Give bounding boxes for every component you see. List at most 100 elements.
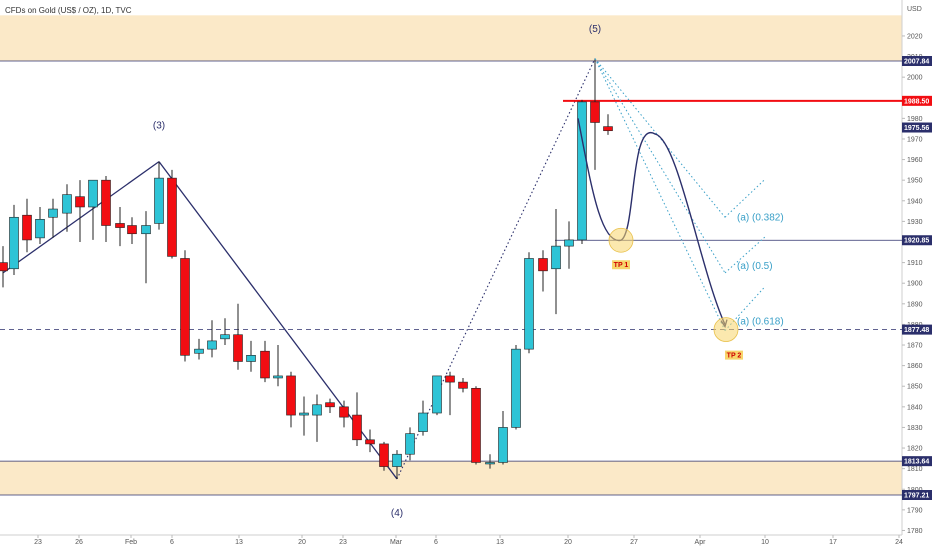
x-tick-label: 10 — [761, 539, 769, 546]
candle-body — [167, 177, 177, 257]
price-tag — [902, 95, 932, 106]
candle-body — [392, 453, 402, 467]
price-tag-label: 1813.64 — [904, 459, 929, 466]
candle-body — [418, 412, 428, 432]
y-tick-label: 1840 — [907, 404, 923, 411]
candle-body — [22, 214, 32, 241]
y-tick-label: 2000 — [907, 75, 923, 82]
candle-body — [538, 258, 548, 272]
price-tag-label: 1797.21 — [904, 493, 929, 500]
candle-body — [524, 258, 534, 350]
projection-curve — [577, 118, 726, 325]
candle-body — [379, 443, 389, 467]
candle-body — [141, 225, 151, 235]
wave-label: (5) — [589, 24, 601, 35]
target-marker — [608, 227, 634, 253]
candle-body — [564, 239, 574, 247]
candle-body — [471, 387, 481, 463]
y-tick-label: 1810 — [907, 466, 923, 473]
wave-label: (3) — [153, 121, 165, 132]
target-label: TP 1 — [614, 262, 629, 269]
chart-header: CFDs on Gold (US$ / OZ), 1D, TVC — [5, 6, 132, 15]
candle-body — [207, 340, 217, 350]
y-tick-label: 1950 — [907, 178, 923, 185]
candle-body — [194, 348, 204, 354]
candle-body — [9, 216, 19, 270]
price-tag-label: 1975.56 — [904, 125, 929, 132]
candle-body — [101, 179, 111, 226]
candle-body — [498, 427, 508, 463]
candle-body — [299, 412, 309, 416]
price-tags-layer: 2007.84 1988.50 1975.56 1920.85 1877.48 1813.… — [902, 56, 932, 500]
candle-body — [154, 177, 164, 224]
candle-body — [405, 433, 415, 455]
y-tick-label: 1860 — [907, 363, 923, 370]
y-tick-label: 1890 — [907, 301, 923, 308]
y-tick-label: 1820 — [907, 446, 923, 453]
price-tag — [902, 56, 932, 66]
x-tick-label: 13 — [496, 539, 504, 546]
currency-label: USD — [907, 6, 922, 13]
candle-body — [115, 223, 125, 228]
candle-body — [339, 406, 349, 418]
price-tag — [902, 490, 932, 500]
x-tick-label: 6 — [170, 539, 174, 546]
y-tick-label: 1960 — [907, 157, 923, 164]
y-tick-label: 1850 — [907, 384, 923, 391]
x-tick-label: 13 — [235, 539, 243, 546]
fib-fan-line — [594, 58, 726, 331]
wave-label: (4) — [391, 508, 403, 519]
candle-body — [62, 194, 72, 214]
candle-body — [88, 179, 98, 208]
candle-body — [127, 225, 137, 235]
candle-body — [603, 126, 613, 132]
zones-layer — [0, 15, 902, 495]
candle-body — [273, 375, 283, 379]
candles-layer — [0, 58, 613, 479]
candle-body — [577, 101, 587, 241]
x-tick-label: Feb — [125, 539, 137, 546]
x-tick-label: 20 — [298, 539, 306, 546]
candle-body — [445, 375, 455, 383]
price-tag — [902, 456, 932, 467]
price-tag-label: 1988.50 — [904, 98, 929, 105]
fib-label: (a) (0.5) — [737, 261, 773, 272]
fib-layer: (a) (0.382) (a) (0.5) (a) (0.618) TP 1 TP 2 — [577, 58, 784, 360]
wave-layer: (3) (4) (5) — [2, 24, 601, 519]
levels-layer — [0, 60, 902, 496]
y-tick-label: 1790 — [907, 507, 923, 514]
fib-label: (a) (0.618) — [737, 317, 784, 328]
x-tick-label: Mar — [390, 539, 403, 546]
x-tick-label: 23 — [34, 539, 42, 546]
candle-body — [233, 334, 243, 362]
candle-body — [180, 258, 190, 356]
candle-body — [260, 350, 270, 379]
price-tag — [902, 235, 932, 246]
fib-fan-ext — [724, 236, 766, 274]
candle-body — [312, 404, 322, 416]
x-tick-label: 20 — [564, 539, 572, 546]
candle-body — [325, 402, 335, 408]
y-tick-label: 1900 — [907, 281, 923, 288]
candle-body — [432, 375, 442, 414]
price-tag-label: 1920.85 — [904, 238, 929, 245]
fib-fan-ext — [724, 178, 766, 218]
candle-body — [485, 462, 495, 465]
candle-body — [286, 375, 296, 416]
fib-fan-line — [594, 58, 726, 274]
y-tick-label: 1870 — [907, 343, 923, 350]
y-tick-label: 1930 — [907, 219, 923, 226]
candle-body — [365, 439, 375, 445]
y-tick-label: 1910 — [907, 260, 923, 267]
y-tick-label: 1940 — [907, 198, 923, 205]
x-tick-label: 27 — [630, 539, 638, 546]
candle-body — [220, 334, 230, 340]
y-tick-label: 1980 — [907, 116, 923, 123]
candle-body — [551, 245, 561, 270]
y-tick-label: 1780 — [907, 528, 923, 535]
x-tick-label: Apr — [695, 539, 707, 546]
x-tick-label: 17 — [829, 539, 837, 546]
price-tag-label: 1877.48 — [904, 327, 929, 334]
